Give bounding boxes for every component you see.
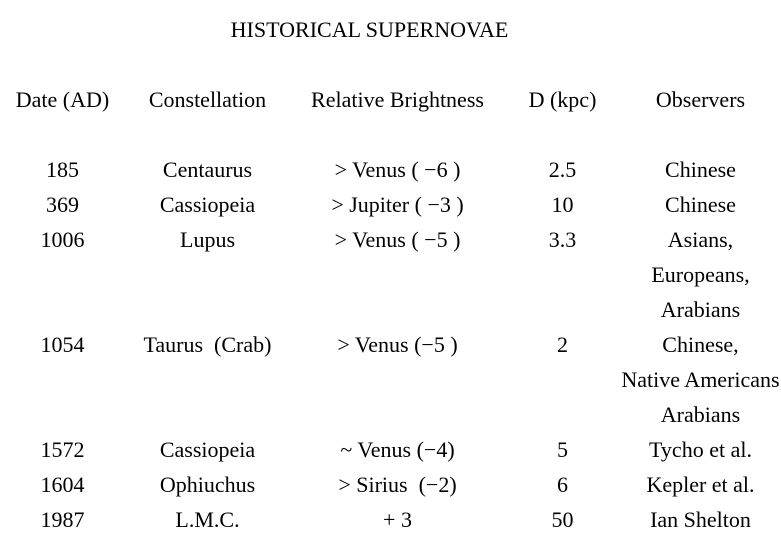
observers-cell: Kepler et al. [646,472,755,497]
observers-cell: Chinese, [662,332,739,357]
column-header-observers: Observers [655,87,746,112]
brightness-cell: > Venus ( −6 ) [334,157,461,182]
spacer-line [0,117,781,152]
supernova-row: 1572 Cassiopeia ~ Venus (−4) 5 Tycho et al. [0,432,781,467]
date-cell: 1987 [40,507,85,532]
observers-cell: Asians, [667,227,734,252]
observers-cell: Chinese [665,157,736,182]
constellation-cell: Centaurus [162,157,253,182]
brightness-cell: ~ Venus (−4) [340,437,455,462]
observers-cell: Ian Shelton [650,507,751,532]
distance-cell: 2 [557,332,568,357]
column-header-distance: D (kpc) [528,87,597,112]
observers-cell: Chinese [665,192,736,217]
supernova-row: 1987 L.M.C. + 3 50 Ian Shelton [0,502,781,537]
spacer-line [0,47,781,82]
constellation-cell: L.M.C. [175,507,240,532]
supernova-row-continuation: Arabians [0,292,781,327]
date-cell: 185 [46,157,79,182]
table-header-row: Date (AD) Constellation Relative Brightn… [0,82,781,117]
supernova-row: 369 Cassiopeia > Jupiter ( −3 ) 10 Chinese [0,187,781,222]
distance-cell: 6 [557,472,568,497]
supernova-row-continuation: Europeans, [0,257,781,292]
observers-cell: Arabians [660,402,741,427]
date-cell: 1054 [40,332,85,357]
distance-cell: 50 [551,507,574,532]
brightness-cell: > Jupiter ( −3 ) [331,192,464,217]
observers-cell: Arabians [660,297,741,322]
supernova-row: 185 Centaurus > Venus ( −6 ) 2.5 Chinese [0,152,781,187]
brightness-cell: > Sirius (−2) [338,472,457,497]
observers-cell: Native Americans [621,367,780,392]
date-cell: 1572 [40,437,85,462]
constellation-cell: Lupus [180,227,235,252]
supernova-row: 1006 Lupus > Venus ( −5 ) 3.3 Asians, [0,222,781,257]
distance-cell: 2.5 [548,157,577,182]
supernova-row-continuation: Native Americans [0,362,781,397]
supernova-row-continuation: Arabians [0,397,781,432]
column-header-constellation: Constellation [148,87,267,112]
distance-cell: 3.3 [548,227,577,252]
supernova-row: 1604 Ophiuchus > Sirius (−2) 6 Kepler et al. [0,467,781,502]
observers-cell: Tycho et al. [649,437,752,462]
brightness-cell: + 3 [383,507,412,532]
date-cell: 369 [46,192,79,217]
supernova-row: 1054 Taurus (Crab) > Venus (−5 ) 2 Chinese, [0,327,781,362]
distance-cell: 10 [551,192,574,217]
constellation-cell: Ophiuchus [159,472,256,497]
brightness-cell: > Venus (−5 ) [337,332,458,357]
constellation-cell: Cassiopeia [159,192,256,217]
column-header-brightness: Relative Brightness [311,87,484,112]
date-cell: 1006 [40,227,85,252]
brightness-cell: > Venus ( −5 ) [334,227,461,252]
constellation-cell: Cassiopeia [159,437,256,462]
page-title: HISTORICAL SUPERNOVAE [230,17,509,42]
observers-cell: Europeans, [651,262,750,287]
date-cell: 1604 [40,472,85,497]
table-body: 185 Centaurus > Venus ( −6 ) 2.5 Chinese 369 C… [0,152,781,537]
distance-cell: 5 [557,437,568,462]
constellation-cell: Taurus (Crab) [143,332,272,357]
column-header-date: Date (AD) [15,87,110,112]
